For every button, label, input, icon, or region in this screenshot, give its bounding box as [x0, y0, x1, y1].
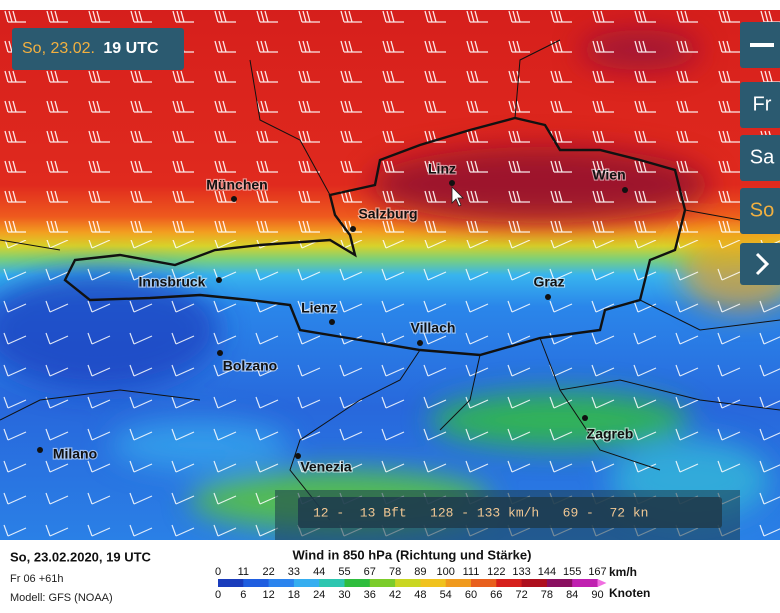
kmh-tick-label: 67: [364, 566, 376, 578]
time: 19 UTC: [103, 40, 159, 57]
kmh-tick-label: 33: [288, 566, 300, 578]
knots-tick-label: 60: [465, 589, 477, 601]
kmh-tick-label: 89: [414, 566, 426, 578]
knots-tick-label: 42: [389, 589, 401, 601]
knots-tick-label: 48: [414, 589, 426, 601]
knots-tick-label: 24: [313, 589, 325, 601]
knots-tick-label: 18: [288, 589, 300, 601]
knots-tick-label: 36: [364, 589, 376, 601]
color-swatch: [293, 579, 320, 587]
color-swatch: [496, 579, 523, 587]
city-label: Salzburg: [358, 206, 417, 222]
kmh-tick-label: 55: [338, 566, 350, 578]
kmh-tick-label: 122: [487, 566, 505, 578]
city-label: Wien: [592, 167, 625, 183]
day-button[interactable]: Fr: [740, 82, 780, 128]
legend-unit: km/h: [609, 565, 637, 579]
knots-tick-label: 6: [240, 589, 246, 601]
kmh-tick-label: 144: [538, 566, 556, 578]
date-text: So, 23.02. 19 UTC: [22, 40, 159, 57]
city-label: Bolzano: [223, 358, 277, 374]
kmh-tick-label: 100: [437, 566, 455, 578]
kmh-tick-label: 167: [588, 566, 606, 578]
city-label: München: [206, 177, 267, 193]
knots-tick-label: 30: [338, 589, 350, 601]
color-swatch: [420, 579, 447, 587]
knots-tick-label: 90: [591, 589, 603, 601]
color-swatch: [319, 579, 345, 587]
color-swatch: [268, 579, 295, 587]
tooltip-text: 12 - 13 Bft 128 - 133 km/h 69 - 72 kn: [313, 505, 648, 520]
color-arrow: [597, 579, 607, 587]
knots-tick-label: 84: [566, 589, 578, 601]
city-label: Milano: [53, 446, 97, 462]
tooltip: [298, 497, 722, 528]
kmh-tick-label: 11: [238, 566, 249, 578]
map: München Linz Wien Salzburg Innsbruck Gra…: [0, 10, 780, 540]
city-label: Venezia: [300, 459, 352, 475]
cursor: [451, 186, 464, 207]
date-badge: [12, 28, 184, 70]
knots-tick-label: 72: [515, 589, 527, 601]
kmh-tick-label: 0: [215, 566, 221, 578]
day-button[interactable]: Sa: [740, 135, 780, 181]
color-swatch: [395, 579, 421, 587]
knots-tick-label: 54: [440, 589, 452, 601]
borders: [0, 39, 780, 521]
kmh-tick-label: 133: [512, 566, 530, 578]
legend-title: Wind in 850 hPa (Richtung und Stärke): [293, 547, 532, 562]
footer-run: Fr 06 +61h: [10, 573, 64, 585]
color-swatch: [243, 579, 270, 587]
city-label: Villach: [411, 320, 456, 336]
date: So, 23.02.: [22, 40, 95, 57]
city-dots: [37, 180, 628, 459]
day-label: Fr: [753, 93, 772, 115]
city-label: Zagreb: [587, 426, 634, 442]
city-label: Innsbruck: [139, 274, 206, 290]
kmh-tick-label: 44: [313, 566, 325, 578]
legend-unit: Knoten: [609, 586, 650, 600]
kmh-tick-label: 111: [463, 566, 480, 578]
day-label: So: [750, 199, 774, 221]
color-swatch: [344, 579, 371, 587]
next-button[interactable]: [740, 243, 780, 285]
day-label: Sa: [750, 146, 775, 168]
knots-tick-label: 12: [262, 589, 274, 601]
footer-datetime: So, 23.02.2020, 19 UTC: [10, 549, 152, 564]
color-swatch: [471, 579, 497, 587]
kmh-tick-label: 155: [563, 566, 581, 578]
city-label: Lienz: [301, 300, 337, 316]
color-swatch: [369, 579, 396, 587]
color-swatch: [546, 579, 573, 587]
kmh-tick-label: 78: [389, 566, 401, 578]
color-swatch: [218, 579, 244, 587]
kmh-tick-label: 22: [262, 566, 274, 578]
knots-tick-label: 78: [541, 589, 553, 601]
zoom-out-button[interactable]: [740, 22, 780, 68]
knots-tick-label: 66: [490, 589, 502, 601]
footer-model: Modell: GFS (NOAA): [10, 592, 113, 604]
knots-tick-label: 0: [215, 589, 221, 601]
city-label: Graz: [533, 274, 564, 290]
city-label: Linz: [428, 161, 456, 177]
day-button[interactable]: So: [740, 188, 780, 234]
color-swatch: [572, 579, 598, 587]
legend: 0 11 22 33 44 55 67 78 89 100 111 122 133 144 155 167 0 6…: [215, 566, 607, 601]
color-swatch: [445, 579, 472, 587]
color-swatch: [521, 579, 548, 587]
